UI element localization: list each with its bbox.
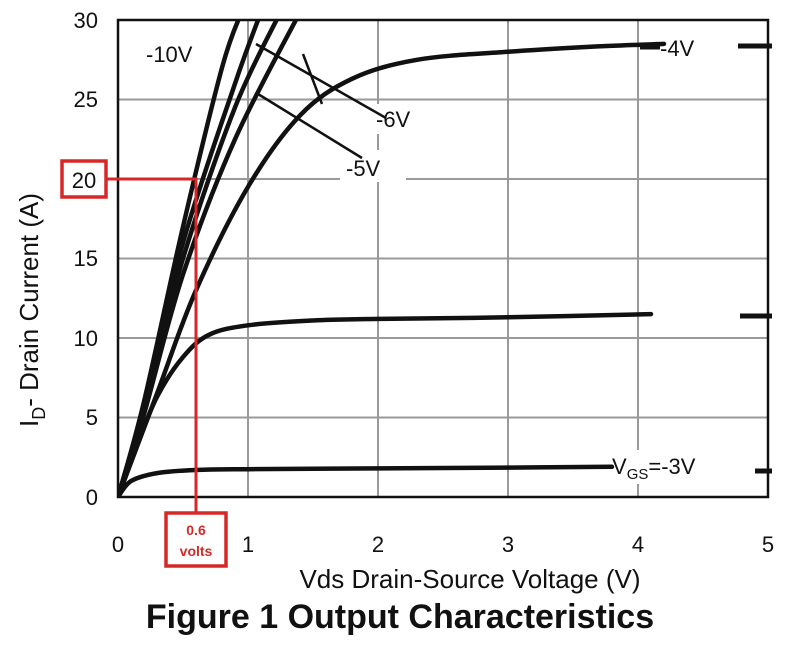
annotation-x-text-1: 0.6	[186, 522, 206, 538]
red-annotation: 0.6 volts	[60, 159, 228, 568]
mask-label-5v	[340, 150, 406, 182]
label-vgs-sub: GS	[627, 466, 649, 483]
y-axis-label: ID- Drain Current (A)	[14, 193, 49, 427]
mask-label-35v	[650, 292, 740, 322]
annotation-y-box	[60, 159, 108, 199]
y-tick-labels: 0 5 10 15 20 25 30	[74, 8, 98, 510]
y-axis-label-rest: - Drain Current (A)	[14, 193, 44, 407]
series-line-5	[118, 311, 654, 497]
right-edge-dashes	[640, 43, 772, 474]
x-tick-labels: 0 1 2 3 4 5	[112, 532, 774, 557]
label-5v: -5V	[346, 156, 381, 181]
label-10v: -10V	[146, 42, 193, 67]
curve-labels: -10V -6V -5V -4V VGS=-3V	[146, 36, 696, 483]
mask-label-10v	[140, 38, 208, 68]
y-axis-label-main: I	[14, 420, 44, 427]
x-tick-3: 3	[502, 532, 514, 557]
leader-6v	[255, 42, 387, 120]
mask-label-6v	[372, 104, 434, 134]
y-tick-15: 15	[74, 246, 98, 271]
annotation-x-box	[164, 511, 228, 568]
x-axis-label: Vds Drain-Source Voltage (V)	[299, 564, 640, 594]
plot-frame	[116, 18, 770, 499]
label-6v: -6V	[376, 107, 411, 132]
x-tick-0: 0	[112, 532, 124, 557]
leader-5v	[257, 92, 363, 160]
label-vgs-rest: =-3V	[648, 454, 695, 479]
annotation-x-text-2: volts	[180, 543, 213, 559]
y-tick-30: 30	[74, 8, 98, 33]
label-masks	[140, 28, 746, 484]
x-tick-4: 4	[632, 532, 644, 557]
output-characteristics-chart: 0 5 10 15 20 25 30 0 1 2 3 4 5 Vds Drain…	[14, 8, 774, 594]
series-line-3	[118, 20, 299, 497]
mask-label-45v	[298, 28, 376, 60]
series-line-4	[118, 41, 667, 497]
x-tick-2: 2	[372, 532, 384, 557]
figure-caption: Figure 1 Output Characteristics	[145, 598, 655, 636]
y-axis-label-sub: D	[29, 407, 49, 420]
y-tick-5: 5	[86, 405, 98, 430]
label-4v: -4V	[660, 36, 695, 61]
label-leaders	[255, 42, 387, 160]
curves	[118, 20, 667, 497]
y-tick-10: 10	[74, 326, 98, 351]
label-vgs-main: V	[612, 454, 627, 479]
annotation-guide-line	[106, 177, 198, 513]
label-vgs: VGS=-3V	[612, 454, 696, 483]
annotation-y-text: 20	[72, 168, 96, 193]
leader-45v	[301, 53, 324, 105]
x-tick-5: 5	[762, 532, 774, 557]
y-tick-0: 0	[86, 485, 98, 510]
grid	[118, 20, 768, 497]
x-tick-1: 1	[242, 532, 254, 557]
y-tick-25: 25	[74, 87, 98, 112]
series-line-6	[118, 464, 615, 497]
mask-label-4v	[655, 33, 727, 63]
mask-label-vgs	[606, 450, 746, 484]
